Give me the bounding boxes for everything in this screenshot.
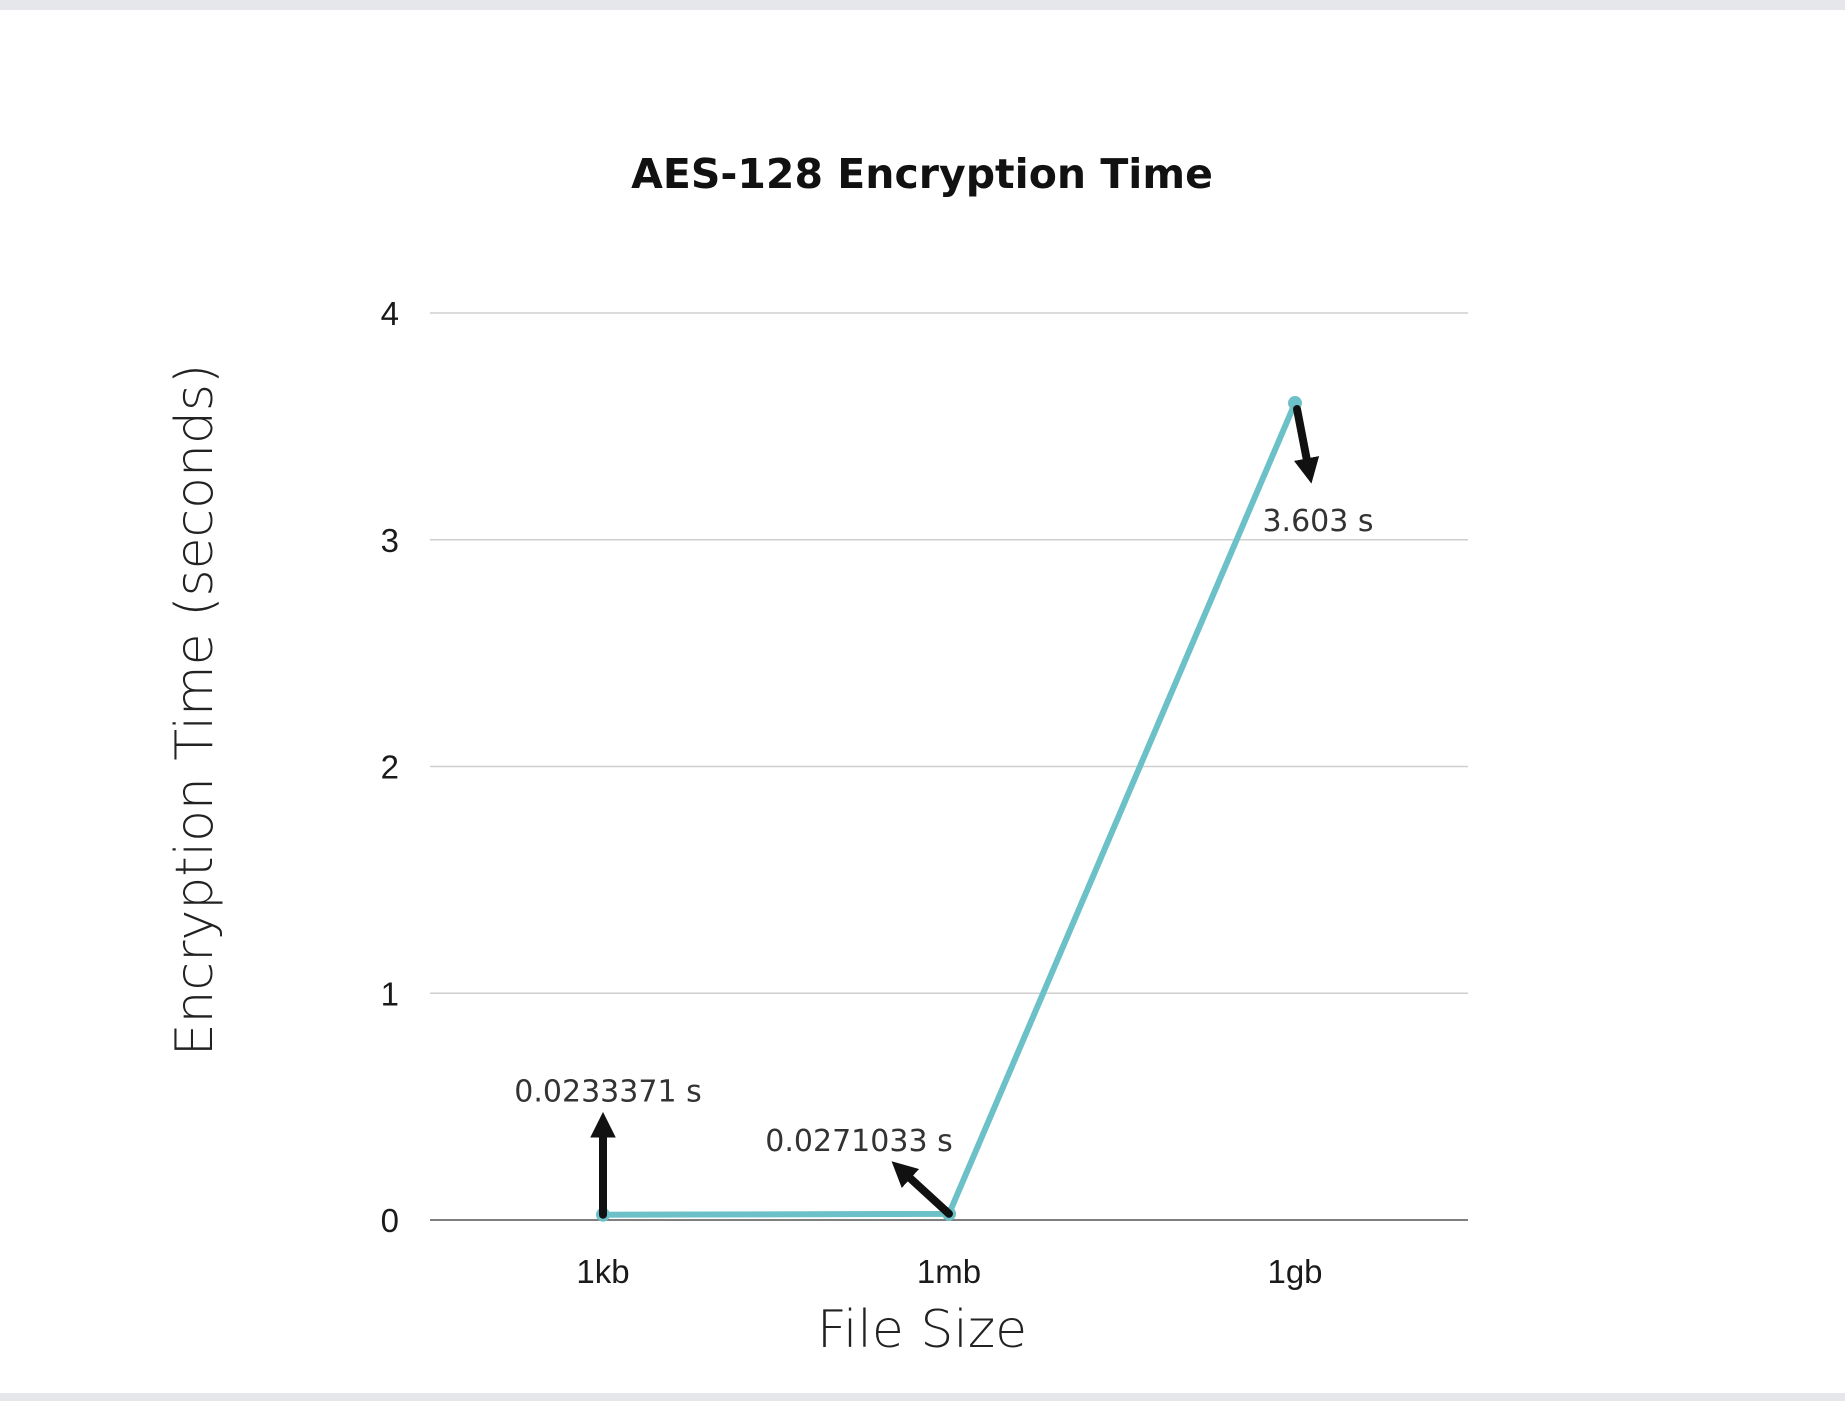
y-axis-title: Encryption Time (seconds) bbox=[165, 364, 225, 1057]
data-label: 0.0271033 s bbox=[765, 1124, 952, 1159]
annotation-arrow bbox=[1293, 405, 1320, 484]
x-axis-title: File Size bbox=[817, 1300, 1027, 1360]
x-tick-label: 1mb bbox=[917, 1253, 981, 1290]
annotation-arrow bbox=[891, 1161, 953, 1218]
x-tick-label: 1gb bbox=[1267, 1253, 1322, 1290]
annotations-group: 0.0233371 s 0.0271033 s 3.603 s bbox=[514, 405, 1374, 1219]
gridlines bbox=[430, 312, 1468, 1221]
y-tick-label: 4 bbox=[381, 295, 399, 332]
chart-title: AES-128 Encryption Time bbox=[631, 150, 1213, 198]
y-tick-label: 3 bbox=[381, 522, 399, 559]
data-label: 0.0233371 s bbox=[514, 1075, 701, 1110]
x-axis-ticks: 1kb 1mb 1gb bbox=[576, 1253, 1322, 1290]
y-tick-label: 1 bbox=[381, 975, 399, 1012]
x-tick-label: 1kb bbox=[576, 1253, 629, 1290]
data-label: 3.603 s bbox=[1262, 504, 1373, 539]
y-tick-label: 0 bbox=[381, 1202, 399, 1239]
y-tick-label: 2 bbox=[381, 749, 399, 786]
series-group bbox=[596, 396, 1302, 1222]
y-axis-ticks: 0 1 2 3 4 bbox=[381, 295, 399, 1239]
series-line bbox=[600, 400, 1298, 1218]
